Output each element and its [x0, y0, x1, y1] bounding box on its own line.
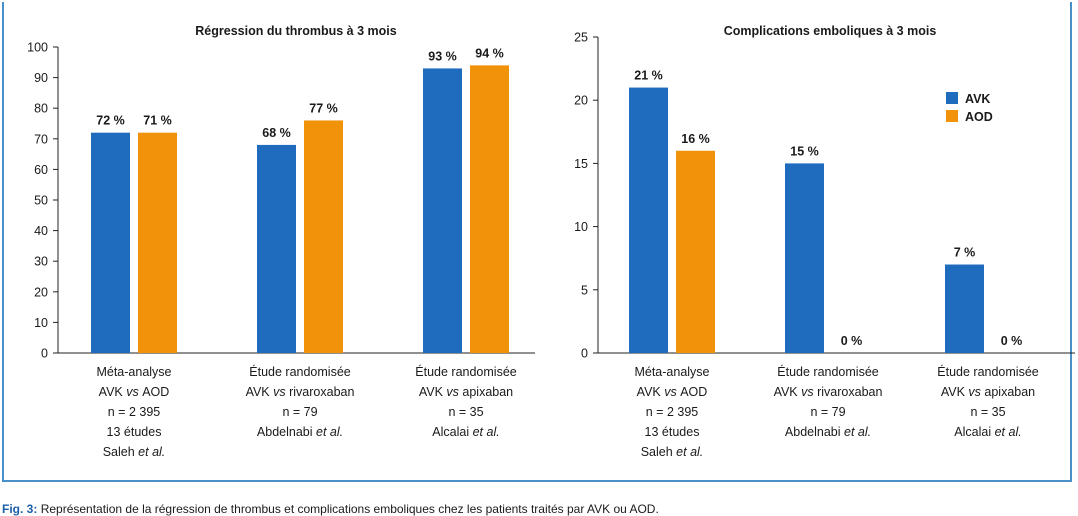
caption-text: Représentation de la régression de throm…	[40, 502, 659, 516]
x-category-label: Méta-analyse	[634, 365, 709, 379]
legend-swatch-aod	[946, 110, 958, 122]
x-category-label: n = 2 395	[108, 405, 161, 419]
data-label: 68 %	[262, 126, 291, 140]
data-label: 94 %	[475, 46, 504, 60]
x-category-label: n = 2 395	[646, 405, 699, 419]
y-tick-label: 0	[581, 347, 588, 361]
data-label: 15 %	[790, 144, 819, 158]
x-category-label: AVK vs apixaban	[419, 385, 513, 399]
bar-avk	[423, 68, 462, 354]
x-category-label: AVK vs apixaban	[941, 385, 1035, 399]
x-category-label: Abdelnabi et al.	[257, 425, 343, 439]
bar-aod	[304, 120, 343, 353]
y-tick-label: 25	[574, 31, 588, 45]
y-tick-label: 70	[34, 132, 48, 146]
y-tick-label: 20	[34, 285, 48, 299]
legend-label: AVK	[965, 92, 990, 106]
data-label: 93 %	[428, 49, 457, 63]
figure-caption: Fig. 3: Représentation de la régression …	[2, 502, 659, 516]
bar-avk	[945, 264, 984, 353]
bar-aod	[138, 132, 177, 353]
y-tick-label: 20	[574, 94, 588, 108]
x-category-label: Étude randomisée	[415, 364, 517, 379]
y-tick-label: 40	[34, 224, 48, 238]
y-tick-label: 0	[41, 347, 48, 361]
bar-aod	[676, 150, 715, 353]
x-category-label: AVK vs AOD	[637, 385, 708, 399]
y-tick-label: 30	[34, 255, 48, 269]
y-tick-label: 80	[34, 102, 48, 116]
caption-label: Fig. 3:	[2, 502, 38, 516]
data-label: 0 %	[841, 334, 863, 348]
chart-title: Complications emboliques à 3 mois	[724, 24, 937, 38]
x-category-label: 13 études	[645, 425, 700, 439]
y-tick-label: 10	[574, 220, 588, 234]
bar-aod	[470, 65, 509, 354]
y-tick-label: 90	[34, 71, 48, 85]
data-label: 77 %	[309, 101, 338, 115]
x-category-label: Méta-analyse	[96, 365, 171, 379]
x-category-label: n = 35	[970, 405, 1005, 419]
data-label: 71 %	[143, 114, 172, 128]
x-category-label: 13 études	[107, 425, 162, 439]
figure-frame	[2, 2, 1072, 482]
x-category-label: Étude randomisée	[937, 364, 1039, 379]
x-category-label: Saleh et al.	[103, 445, 166, 459]
x-category-label: Étude randomisée	[777, 364, 879, 379]
bar-avk	[257, 144, 296, 353]
data-label: 72 %	[96, 114, 125, 128]
x-category-label: AVK vs AOD	[99, 385, 170, 399]
x-category-label: AVK vs rivaroxaban	[774, 385, 883, 399]
data-label: 7 %	[954, 246, 976, 260]
legend-swatch-avk	[946, 92, 958, 104]
y-tick-label: 15	[574, 157, 588, 171]
x-category-label: Étude randomisée	[249, 364, 351, 379]
bar-avk	[629, 87, 668, 353]
y-tick-label: 10	[34, 316, 48, 330]
y-tick-label: 100	[27, 41, 48, 55]
chart-title: Régression du thrombus à 3 mois	[195, 24, 396, 38]
x-category-label: n = 35	[448, 405, 483, 419]
x-category-label: n = 79	[810, 405, 845, 419]
y-tick-label: 5	[581, 283, 588, 297]
x-category-label: n = 79	[282, 405, 317, 419]
bar-avk	[91, 132, 130, 353]
data-label: 16 %	[681, 132, 710, 146]
legend-label: AOD	[965, 110, 993, 124]
x-category-label: AVK vs rivaroxaban	[246, 385, 355, 399]
charts-canvas: Régression du thrombus à 3 mois 0 10 20 30 40…	[27, 24, 1075, 459]
x-category-label: Abdelnabi et al.	[785, 425, 871, 439]
y-tick-label: 50	[34, 194, 48, 208]
y-tick-label: 60	[34, 163, 48, 177]
data-label: 0 %	[1001, 334, 1023, 348]
bar-avk	[785, 163, 824, 353]
data-label: 21 %	[634, 69, 663, 83]
x-category-label: Alcalai et al.	[954, 425, 1021, 439]
x-category-label: Saleh et al.	[641, 445, 704, 459]
x-category-label: Alcalai et al.	[432, 425, 499, 439]
